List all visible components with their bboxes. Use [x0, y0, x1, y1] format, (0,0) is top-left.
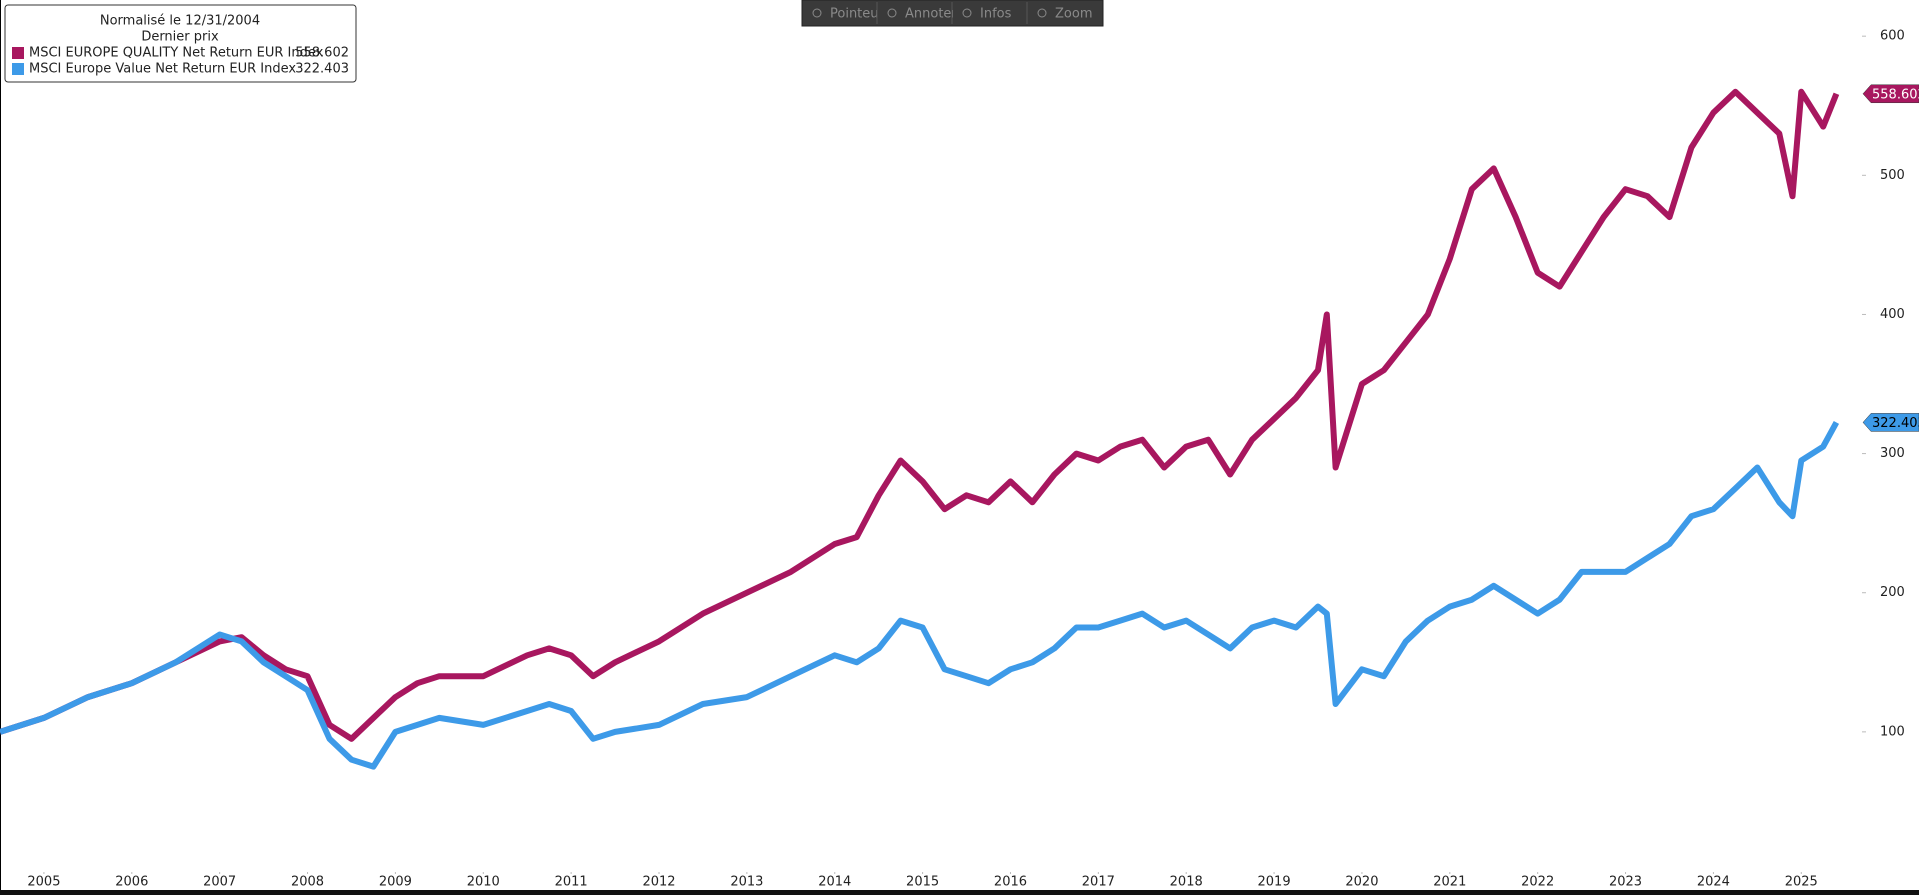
plot: 100 200 300 400 500 600 2005 2006 2007 2008 2009 20… [0, 29, 1919, 890]
x-tick-label: 2008 [291, 875, 324, 890]
x-tick-label: 2009 [379, 875, 412, 890]
legend-label: MSCI EUROPE QUALITY Net Return EUR Index [29, 46, 324, 61]
x-tick-label: 2007 [203, 875, 236, 890]
x-tick-label: 2022 [1521, 875, 1554, 890]
x-tick-label: 2012 [642, 875, 675, 890]
legend-label: MSCI Europe Value Net Return EUR Index [29, 62, 296, 77]
x-tick-label: 2006 [115, 875, 148, 890]
legend-value: 558.602 [295, 46, 349, 61]
series-line [0, 88, 1840, 742]
x-tick-label: 2011 [555, 875, 588, 890]
toolbar-icon [887, 8, 897, 18]
legend: Normalisé le 12/31/2004 Dernier prix MSC… [4, 4, 357, 83]
x-tick-label: 2016 [994, 875, 1027, 890]
toolbar-label[interactable]: Infos [980, 7, 1012, 22]
x-tick-label: 2014 [818, 875, 851, 890]
x-tick-label: 2017 [1082, 875, 1115, 890]
toolbar-button[interactable] [1028, 1, 1101, 25]
toolbar-button[interactable] [803, 1, 876, 25]
y-tick-label: 400 [1880, 307, 1905, 322]
x-tick-label: 2018 [1170, 875, 1203, 890]
toolbar: Pointeur Annoter Infos Zoom [801, 0, 1104, 27]
x-tick-label: 2021 [1433, 875, 1466, 890]
x-tick-label: 2013 [730, 875, 763, 890]
legend-subtitle: Dernier prix [141, 30, 219, 45]
series-line [0, 420, 1840, 770]
y-tick-label: 600 [1880, 29, 1905, 44]
legend-value: 322.403 [295, 62, 349, 77]
x-tick-label: 2010 [467, 875, 500, 890]
x-tick-label: 2019 [1258, 875, 1291, 890]
frame-bottom [0, 890, 1919, 895]
toolbar-label[interactable]: Zoom [1055, 7, 1092, 22]
last-value-tag [1862, 413, 1919, 432]
x-tick-label: 2020 [1345, 875, 1378, 890]
legend-title: Normalisé le 12/31/2004 [100, 14, 260, 29]
legend-swatch [12, 47, 24, 59]
toolbar-icon [1037, 8, 1047, 18]
toolbar-label[interactable]: Pointeur [830, 7, 885, 22]
y-tick-label: 200 [1880, 585, 1905, 600]
toolbar-icon [812, 8, 822, 18]
last-value-label: 322.403 [1872, 416, 1919, 431]
last-value-tag [1862, 84, 1919, 104]
y-tick-label: 300 [1880, 446, 1905, 461]
toolbar-label[interactable]: Annoter [905, 7, 957, 22]
legend-box [4, 4, 357, 83]
x-tick-label: 2005 [27, 875, 60, 890]
y-tick-label: 500 [1880, 168, 1905, 183]
x-tick-label: 2015 [906, 875, 939, 890]
x-tick-label: 2025 [1785, 875, 1818, 890]
y-tick-label: 100 [1880, 724, 1905, 739]
toolbar-button[interactable] [878, 1, 951, 25]
x-tick-label: 2023 [1609, 875, 1642, 890]
toolbar-icon [962, 8, 972, 18]
last-value-label: 558.602 [1872, 87, 1919, 102]
toolbar-button[interactable] [953, 1, 1026, 25]
x-tick-label: 2024 [1697, 875, 1730, 890]
legend-swatch [12, 63, 24, 75]
